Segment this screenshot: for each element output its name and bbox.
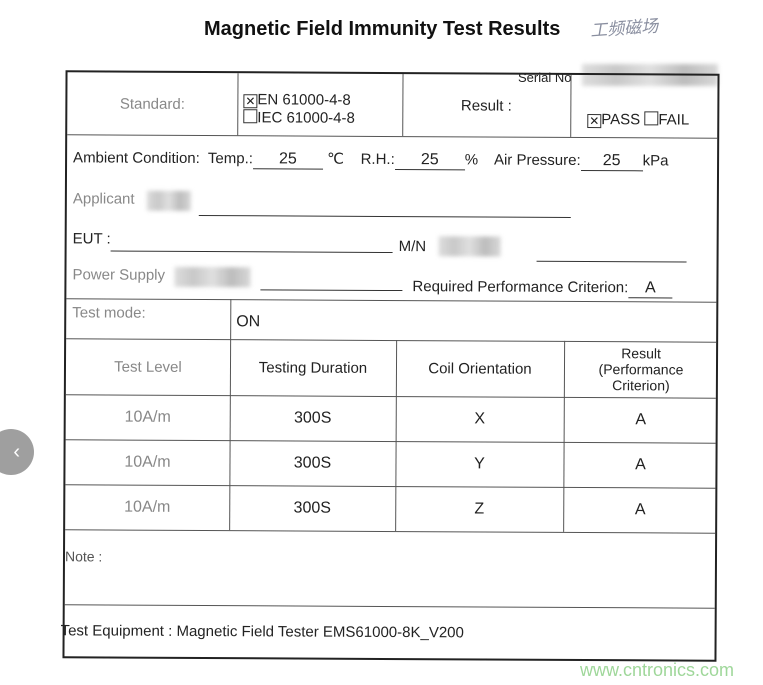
checkbox-checked-icon: ✕	[243, 94, 258, 109]
test-mode-value: ON	[236, 313, 261, 331]
serial-label: Serial No	[518, 70, 572, 85]
table-cell: 10A/m	[124, 408, 171, 426]
table-cell: 300S	[293, 453, 332, 472]
applicant-label: Applicant	[72, 190, 135, 208]
result-label: Result :	[460, 96, 512, 115]
table-cell: Z	[474, 499, 485, 517]
header-coil: Coil Orientation	[428, 359, 532, 378]
table-cell: 300S	[293, 498, 331, 517]
previous-button[interactable]: ‹	[0, 429, 34, 475]
header-result: Result (Performance Criterion)	[598, 345, 684, 394]
checkbox-empty-icon	[644, 111, 659, 126]
criterion-row: Required Performance Criterion: A	[412, 278, 673, 299]
page-title: Magnetic Field Immunity Test Results	[204, 18, 561, 40]
rh-value: 25	[394, 151, 465, 171]
checkbox-empty-icon	[243, 109, 258, 124]
table-cell: A	[634, 500, 646, 518]
criterion-value: A	[628, 279, 673, 299]
standard-label: Standard:	[119, 95, 185, 113]
table-cell: A	[635, 410, 647, 428]
results-form: Standard: ✕ EN 61000-4-8 IEC 61000-4-8 Re…	[60, 70, 720, 662]
eut-label: EUT :	[72, 230, 111, 248]
standard-option-iec[interactable]: IEC 61000-4-8	[243, 109, 355, 128]
redacted-serial	[582, 64, 718, 86]
table-cell: X	[474, 409, 486, 427]
header-duration: Testing Duration	[258, 358, 368, 377]
test-equipment: Test Equipment : Magnetic Field Tester E…	[60, 622, 464, 642]
result-pass[interactable]: ✕ PASS	[587, 111, 641, 129]
chevron-left-icon: ‹	[13, 440, 20, 463]
watermark: www.cntronics.com	[580, 660, 735, 680]
checkbox-checked-icon: ✕	[587, 114, 602, 129]
test-mode-label: Test mode:	[72, 304, 146, 322]
table-cell: 300S	[293, 408, 332, 427]
table-cell: 10A/m	[124, 498, 171, 516]
standard-option-en[interactable]: ✕ EN 61000-4-8	[243, 91, 351, 109]
table-cell: Y	[474, 454, 485, 472]
mn-label: M/N	[398, 238, 427, 256]
header-test-level: Test Level	[114, 358, 182, 376]
ambient-row: Ambient Condition: Temp.: 25 ℃ R.H.: 25% A…	[73, 149, 669, 172]
table-cell: A	[635, 455, 646, 473]
pressure-value: 25	[580, 151, 643, 172]
temp-value: 25	[252, 150, 323, 170]
power-supply-label: Power Supply	[72, 266, 166, 284]
result-fail[interactable]: FAIL	[644, 111, 689, 129]
note-label: Note :	[64, 548, 103, 565]
handwritten-note: 工频磁场	[589, 16, 659, 42]
table-cell: 10A/m	[124, 453, 171, 471]
